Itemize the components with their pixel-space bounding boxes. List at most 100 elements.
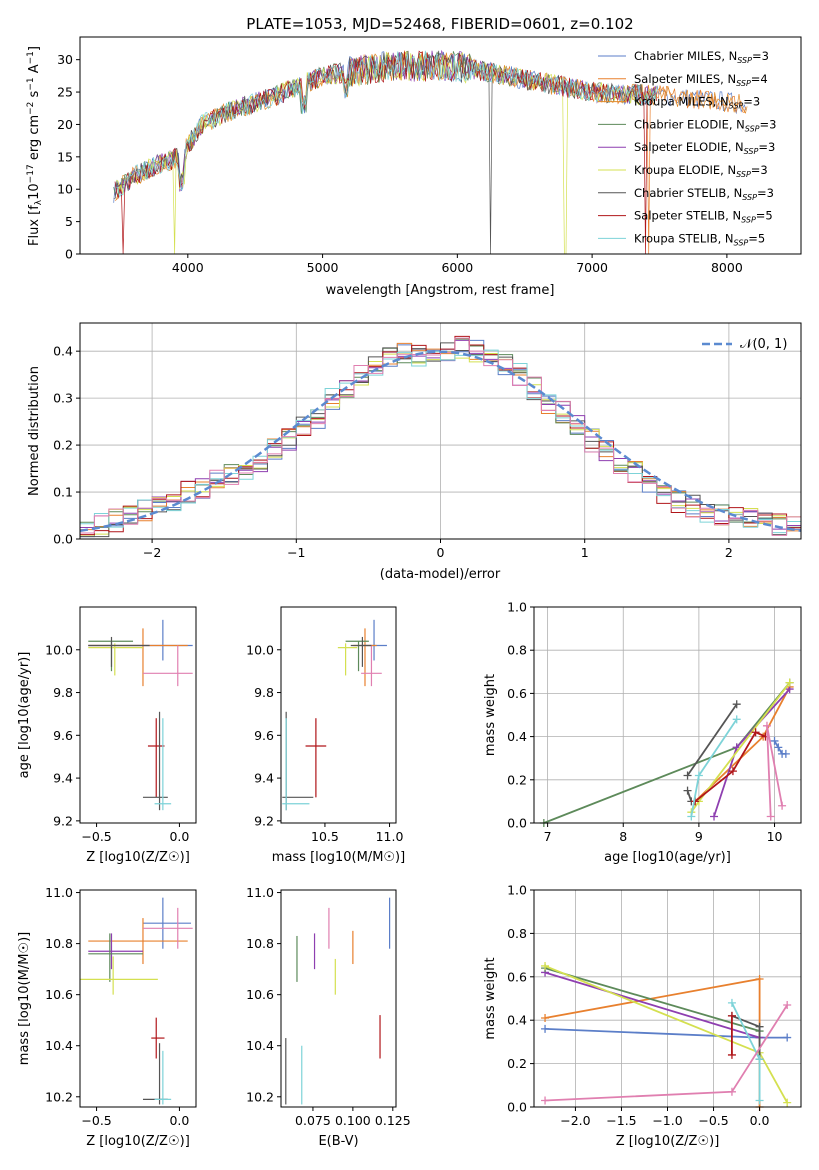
y-tick-label: 15 [57, 149, 73, 164]
x-tick-label: 0 [437, 545, 445, 560]
y-tick-label: 10.2 [45, 1089, 73, 1104]
legend-entry: Salpeter ELODIE, NSSP=3 [634, 140, 775, 156]
legend-entry-value: =3 [760, 117, 777, 131]
weight-marker [728, 767, 737, 776]
y-tick-label: 11.0 [45, 885, 73, 900]
y-tick-label: 0.6 [507, 686, 527, 701]
weight-line [694, 731, 766, 803]
x-axis-label: Z [log10(Z/Z☉)] [86, 850, 190, 865]
legend-entry-text: Salpeter STELIB, N [634, 209, 741, 223]
y-tick-label: 0.4 [507, 729, 527, 744]
mass-weight-vs-age-panel: 7 8 9 10 0.0 0.2 0.4 0.6 0.8 1.0 age [log10(age/yr… [483, 600, 802, 865]
legend-entry-text: Chabrier MILES, N [634, 49, 737, 63]
y-tick-label: 9.6 [254, 728, 274, 743]
weight-marker [687, 812, 696, 821]
weight-marker [770, 736, 779, 745]
weight-line [544, 971, 760, 1039]
y-tick-label: 9.8 [254, 685, 274, 700]
y-tick-label: 0.3 [53, 391, 73, 406]
y-tick-label: 0.2 [507, 1056, 527, 1071]
weight-marker [766, 812, 775, 821]
weight-marker [755, 1055, 764, 1064]
x-axis-label: Z [log10(Z/Z☉)] [616, 1134, 720, 1149]
y-tick-label: 5 [65, 214, 73, 229]
x-tick-label: −1.0 [652, 1113, 682, 1128]
gaussian-curve [79, 350, 802, 533]
y-axis-label: Flux [fλ10−17 erg cm−2 s−1 A−1] [26, 46, 44, 246]
x-tick-label: 7 [544, 829, 552, 844]
x-tick-label: 1 [581, 545, 589, 560]
y-tick-label: 10.4 [246, 1038, 274, 1053]
y-axis-label: mass weight [483, 957, 498, 1039]
legend-entry: Kroupa STELIB, NSSP=5 [634, 231, 765, 247]
legend-gaussian-label: 𝒩(0, 1) [740, 337, 787, 352]
legend-entry-subscript: SSP [734, 238, 749, 247]
legend-entry: Chabrier MILES, NSSP=3 [634, 49, 769, 65]
weight-marker [755, 974, 764, 983]
weight-marker [732, 715, 741, 724]
legend-entry-text: Salpeter MILES, N [634, 72, 736, 86]
legend-entry-value: =5 [756, 209, 773, 223]
weight-marker [783, 1033, 792, 1042]
x-tick-label: 6000 [441, 260, 473, 275]
x-tick-label: 0.0 [169, 1113, 189, 1128]
x-axis-label: mass [log10(M/M☉)] [272, 850, 405, 865]
legend-entry: Kroupa ELODIE, NSSP=3 [634, 163, 768, 179]
legend-entry-text: Chabrier STELIB, N [634, 186, 742, 200]
x-axis-label: E(B-V) [318, 1134, 358, 1149]
y-axis-label: Normed distribution [27, 366, 42, 496]
spectrum-line [114, 49, 658, 197]
x-tick-label: 10.5 [311, 829, 339, 844]
legend-entry-text: Kroupa ELODIE, N [634, 163, 736, 177]
legend-entry-text: Chabrier ELODIE, N [634, 117, 745, 131]
x-tick-label: 0.100 [335, 1113, 371, 1128]
y-tick-label: 0.6 [507, 969, 527, 984]
x-tick-label: 9 [695, 829, 703, 844]
x-tick-label: −1.5 [606, 1113, 636, 1128]
x-tick-label: 0.075 [295, 1113, 331, 1128]
weight-marker [755, 1096, 764, 1105]
histogram-axes-frame [79, 322, 802, 540]
gaussian-line [79, 350, 802, 533]
legend-entry: Chabrier STELIB, NSSP=3 [634, 186, 774, 202]
y-tick-label: 10.6 [246, 987, 274, 1002]
weight-marker [774, 743, 783, 752]
legend-entry-text: Salpeter ELODIE, N [634, 140, 744, 154]
axes-frame [79, 606, 197, 824]
legend-entry-value: =3 [751, 163, 768, 177]
y-tick-label: 10.4 [45, 1038, 73, 1053]
y-tick-label: 30 [57, 52, 73, 67]
spectrum-axes-frame [79, 36, 802, 255]
y-tick-label: 11.0 [246, 885, 274, 900]
x-axis-label: wavelength [Angstrom, rest frame] [326, 283, 555, 298]
weight-marker [541, 961, 550, 970]
legend-entry-subscript: SSP [744, 147, 759, 156]
age-vs-Z-panel: −0.5 0.0 9.2 9.4 9.6 9.8 10.0 Z [log10(Z/Z☉)] ag… [17, 606, 197, 865]
x-tick-label: −0.5 [698, 1113, 728, 1128]
spectrum-ticks: 4000 5000 6000 7000 8000 0 5 10 15 20 25 30 [57, 52, 743, 275]
y-tick-label: 0.0 [507, 816, 527, 831]
weight-marker [727, 1011, 736, 1020]
spectrum-lines [113, 49, 748, 255]
legend-entry-subscript: SSP [736, 79, 751, 88]
y-tick-label: 9.4 [53, 771, 73, 786]
x-tick-label: 5000 [307, 260, 339, 275]
y-tick-label: 0.4 [507, 1013, 527, 1028]
spectrum-line [116, 51, 657, 255]
legend-entry-value: =4 [751, 72, 768, 86]
y-tick-label: 25 [57, 85, 73, 100]
legend-entry-subscript: SSP [741, 216, 756, 225]
weight-marker [751, 728, 760, 737]
y-tick-label: 1.0 [507, 600, 527, 615]
chart-title: PLATE=1053, MJD=52468, FIBERID=0601, z=0… [246, 15, 633, 33]
y-tick-label: 0.4 [53, 344, 73, 359]
y-axis-label-part: Flux [f [27, 205, 42, 246]
y-tick-label: 0 [65, 247, 73, 262]
legend-entry-subscript: SSP [736, 170, 751, 179]
legend-entry: Chabrier ELODIE, NSSP=3 [634, 117, 776, 133]
legend-entry-value: =5 [748, 231, 765, 245]
weight-line [686, 703, 738, 777]
y-axis-label-part: s [27, 90, 42, 101]
y-axis-label-part: erg cm [27, 115, 42, 164]
